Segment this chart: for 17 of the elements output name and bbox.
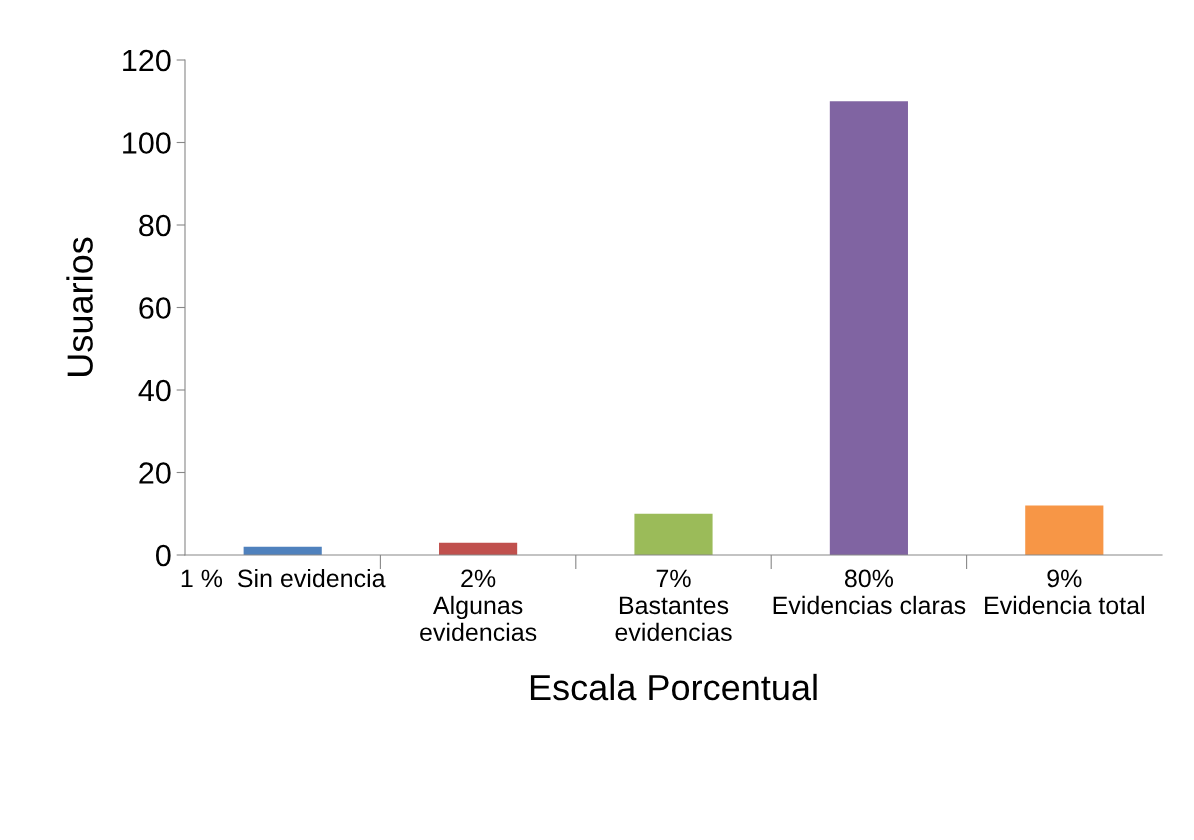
- x-tick-label: 2% Algunas evidencias: [420, 569, 537, 642]
- bar: [1025, 505, 1104, 555]
- x-tick-label: 1 % Sin evidencia: [181, 568, 386, 588]
- y-tick-label: 0: [156, 544, 171, 567]
- x-axis-title: Escala Porcentual: [530, 673, 817, 701]
- y-tick-label: 20: [139, 462, 171, 484]
- bar: [829, 101, 908, 555]
- y-axis-title: Usuarios: [66, 237, 93, 376]
- y-tick-label: 80: [139, 214, 171, 237]
- bar: [634, 513, 713, 555]
- x-tick-label: 7% Bastantes evidencias: [615, 569, 732, 642]
- y-tick-label: 60: [139, 297, 171, 319]
- y-tick-label: 40: [138, 379, 171, 402]
- x-tick-label: 9% Evidencia total: [985, 569, 1144, 615]
- x-tick-label: 80% Evidencias claras: [773, 569, 966, 615]
- y-tick-label: 100: [123, 132, 171, 154]
- y-tick-label: 120: [123, 49, 171, 72]
